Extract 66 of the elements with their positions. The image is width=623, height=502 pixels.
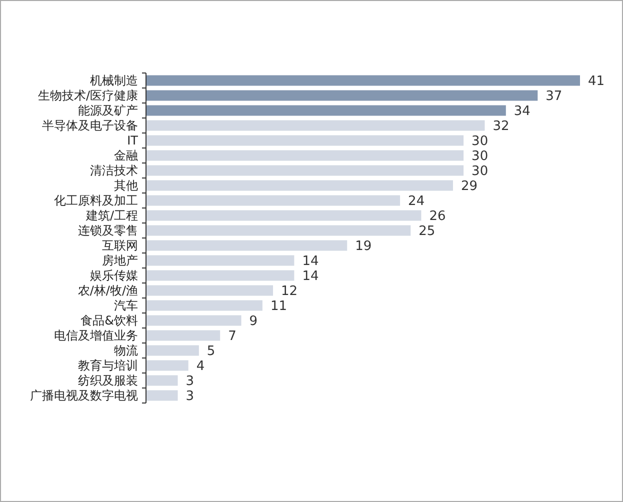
y-tick-label: 连锁及零售	[78, 224, 138, 238]
data-label: 24	[408, 194, 425, 210]
y-tick-label: 汽车	[114, 298, 138, 313]
bar	[146, 75, 580, 86]
y-tick-label: 能源及矿产	[78, 104, 138, 118]
y-tick-label: 建筑/工程	[84, 208, 138, 223]
bar	[146, 390, 178, 401]
data-label: 11	[270, 299, 287, 314]
data-label: 7	[228, 329, 236, 344]
y-tick-label: 娱乐传媒	[90, 268, 138, 283]
bar	[146, 165, 464, 176]
y-tick-label: 互联网	[102, 238, 138, 253]
bar	[146, 285, 274, 296]
data-label: 25	[418, 224, 436, 240]
bar	[146, 270, 294, 281]
y-tick-label: 半导体及电子设备	[42, 118, 138, 133]
data-label: 14	[302, 254, 319, 270]
y-tick-label: 物流	[114, 344, 138, 358]
y-tick-label: 机械制造	[90, 74, 138, 88]
y-tick-label: 电信及增值业务	[54, 328, 138, 343]
data-label: 9	[249, 314, 258, 330]
bar	[146, 330, 220, 341]
y-tick-label: 清洁技术	[90, 164, 138, 178]
y-tick-label: 房地产	[102, 254, 138, 268]
data-label: 19	[355, 239, 372, 254]
bar	[146, 345, 199, 356]
data-label: 34	[514, 104, 530, 120]
data-label: 14	[302, 269, 319, 284]
y-tick-label: IT	[127, 134, 139, 148]
bar	[146, 315, 242, 326]
data-label: 32	[492, 119, 510, 134]
bar	[146, 150, 464, 161]
data-label: 30	[472, 134, 488, 150]
y-tick-label: 农/林/牧/渔	[78, 284, 138, 298]
data-label: 5	[206, 344, 216, 360]
bar	[146, 360, 188, 371]
data-label: 41	[588, 74, 605, 90]
bar	[146, 180, 453, 191]
bar	[146, 120, 485, 131]
data-label: 26	[429, 209, 446, 224]
data-label: 3	[186, 374, 194, 390]
y-tick-label: 化工原料及加工	[54, 194, 138, 208]
y-tick-label: 纺织及服装	[78, 374, 138, 388]
bar	[146, 105, 506, 116]
bar	[146, 90, 538, 101]
y-tick-label: 金融	[114, 148, 138, 163]
bar	[146, 225, 411, 236]
y-tick-label: 食品&饮料	[80, 314, 138, 328]
bar	[146, 135, 464, 146]
y-tick-label: 生物技术/医疗健康	[38, 88, 138, 103]
data-label: 3	[186, 389, 194, 404]
data-label: 29	[460, 179, 478, 194]
bar	[146, 375, 178, 386]
data-label: 30	[472, 149, 488, 164]
y-tick-label: 其他	[114, 178, 138, 193]
data-label: 37	[546, 89, 562, 104]
data-label: 4	[196, 359, 205, 374]
y-tick-label: 广播电视及数字电视	[30, 388, 138, 403]
bar	[146, 240, 348, 251]
y-tick-label: 教育与培训	[78, 358, 138, 373]
bar	[146, 210, 422, 221]
bar	[146, 255, 294, 266]
bar	[146, 195, 400, 206]
data-label: 12	[281, 284, 298, 300]
bar	[146, 300, 262, 311]
data-label: 30	[472, 164, 488, 180]
